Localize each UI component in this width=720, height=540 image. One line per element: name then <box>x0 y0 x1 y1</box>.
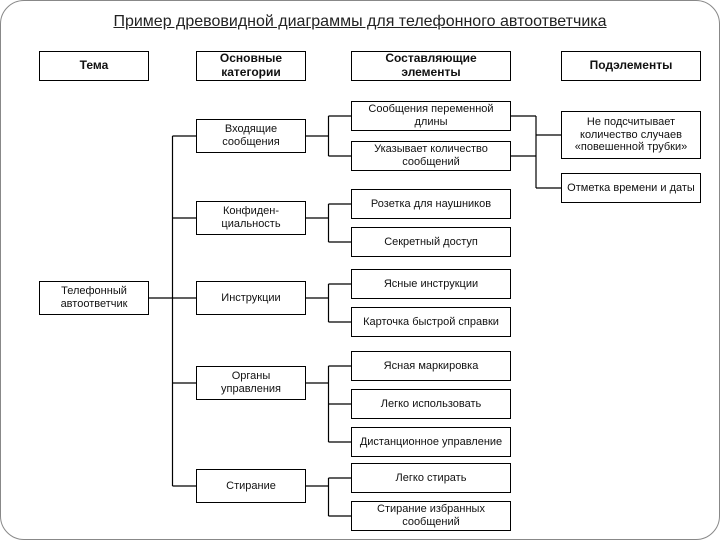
element-node: Секретный доступ <box>351 227 511 257</box>
category-node: Инструкции <box>196 281 306 315</box>
element-node: Ясная маркировка <box>351 351 511 381</box>
diagram-frame: Пример древовидной диаграммы для телефон… <box>0 0 720 540</box>
category-node: Входящие сообщения <box>196 119 306 153</box>
diagram-title: Пример древовидной диаграммы для телефон… <box>1 13 719 31</box>
header-col3: Составляющие элементы <box>351 51 511 81</box>
element-node: Розетка для наушников <box>351 189 511 219</box>
category-node: Конфиден- циальность <box>196 201 306 235</box>
element-node: Указывает количество сообщений <box>351 141 511 171</box>
subelement-node: Отметка времени и даты <box>561 173 701 203</box>
element-node: Стирание избранных сообщений <box>351 501 511 531</box>
element-node: Легко использовать <box>351 389 511 419</box>
header-col4: Подэлементы <box>561 51 701 81</box>
element-node: Дистанционное управление <box>351 427 511 457</box>
header-col1: Тема <box>39 51 149 81</box>
element-node: Карточка быстрой справки <box>351 307 511 337</box>
category-node: Стирание <box>196 469 306 503</box>
header-col2: Основные категории <box>196 51 306 81</box>
subelement-node: Не подсчитывает количество случаев «пове… <box>561 111 701 159</box>
root-node: Телефонный автоответчик <box>39 281 149 315</box>
element-node: Сообщения переменной длины <box>351 101 511 131</box>
category-node: Органы управления <box>196 366 306 400</box>
element-node: Ясные инструкции <box>351 269 511 299</box>
element-node: Легко стирать <box>351 463 511 493</box>
